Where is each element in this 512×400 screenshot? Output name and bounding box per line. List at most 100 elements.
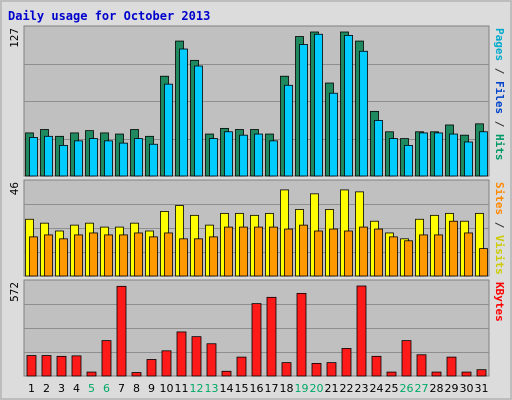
files-bar-15 [239, 134, 248, 177]
kbytes-bar-2 [41, 355, 52, 377]
sites-bar-14 [224, 226, 233, 277]
x-tick-label: 11 [175, 382, 189, 395]
sites-bar-4 [74, 234, 83, 277]
x-tick-label: 6 [103, 382, 110, 395]
x-tick-label: 12 [190, 382, 204, 395]
kbytes-bar-27 [416, 354, 427, 377]
kbytes-bar-3 [56, 355, 67, 377]
series-legend: KBytes [493, 282, 506, 322]
legend-entry: Hits [493, 134, 506, 161]
files-bar-7 [119, 142, 128, 177]
sites-bar-15 [239, 226, 248, 277]
chart-title: Daily usage for October 2013 [8, 9, 210, 23]
sites-bar-17 [269, 226, 278, 277]
sites-bar-8 [134, 232, 143, 277]
kbytes-bar-18 [281, 362, 292, 377]
x-tick-label: 17 [265, 382, 279, 395]
kbytes-bar-28 [431, 371, 442, 377]
sites-bar-18 [284, 228, 293, 277]
legend-entry: Visits [493, 235, 506, 275]
legend-entry: KBytes [493, 282, 506, 322]
sites-bar-11 [179, 238, 188, 277]
series-legend: Sites / Visits [493, 182, 506, 275]
x-tick-label: 31 [475, 382, 489, 395]
x-tick-label: 23 [355, 382, 369, 395]
panel-3: 572 KBytes [8, 279, 506, 377]
sites-bar-9 [149, 236, 158, 277]
kbytes-bar-16 [251, 303, 262, 377]
sites-bar-23 [359, 226, 368, 277]
sites-bar-6 [104, 234, 113, 277]
sites-bar-1 [29, 236, 38, 277]
x-tick-label: 25 [385, 382, 399, 395]
x-tick-label: 30 [460, 382, 474, 395]
x-tick-label: 16 [250, 382, 264, 395]
x-tick-label: 21 [325, 382, 339, 395]
files-bar-12 [194, 65, 203, 177]
files-bar-23 [359, 50, 368, 177]
kbytes-bar-22 [341, 348, 352, 377]
files-bar-28 [434, 132, 443, 177]
files-bar-8 [134, 138, 143, 177]
files-bar-3 [59, 144, 68, 177]
x-tick-label: 10 [160, 382, 174, 395]
sites-bar-19 [299, 224, 308, 277]
x-tick-label: 8 [133, 382, 140, 395]
files-bar-25 [389, 138, 398, 177]
x-tick-label: 14 [220, 382, 234, 395]
x-tick-label: 2 [43, 382, 50, 395]
files-bar-29 [449, 133, 458, 177]
files-bar-4 [74, 140, 83, 177]
files-bar-13 [209, 138, 218, 177]
sites-bar-10 [164, 232, 173, 277]
kbytes-bar-15 [236, 356, 247, 377]
x-tick-label: 3 [58, 382, 65, 395]
kbytes-bar-30 [461, 371, 472, 377]
x-tick-label: 4 [73, 382, 80, 395]
kbytes-bar-13 [206, 343, 217, 377]
kbytes-bar-11 [176, 331, 187, 377]
panel-2: 46 Sites / Visits [8, 179, 506, 277]
series-legend: Pages / Files / Hits [493, 28, 506, 161]
files-bar-22 [344, 35, 353, 177]
files-bar-30 [464, 141, 473, 177]
kbytes-bar-31 [476, 369, 487, 377]
x-tick-label: 5 [88, 382, 95, 395]
kbytes-bar-7 [116, 285, 127, 377]
panel-1: 127 Pages / Files / Hits [8, 25, 506, 177]
kbytes-bar-29 [446, 356, 457, 377]
kbytes-bar-5 [86, 371, 97, 377]
y-max-label: 46 [8, 182, 21, 195]
x-tick-label: 24 [370, 382, 384, 395]
sites-bar-24 [374, 228, 383, 277]
files-bar-27 [419, 132, 428, 177]
x-tick-label: 26 [400, 382, 414, 395]
sites-bar-2 [44, 234, 53, 277]
x-tick-label: 19 [295, 382, 309, 395]
files-bar-1 [29, 137, 38, 177]
x-tick-label: 7 [118, 382, 125, 395]
sites-bar-21 [329, 228, 338, 277]
files-bar-11 [179, 48, 188, 177]
legend-entry: Sites [493, 182, 506, 215]
x-tick-label: 27 [415, 382, 429, 395]
sites-bar-3 [59, 238, 68, 277]
sites-bar-13 [209, 236, 218, 277]
legend-entry: / [493, 61, 506, 81]
kbytes-bar-20 [311, 363, 322, 377]
kbytes-bar-17 [266, 296, 277, 377]
files-bar-14 [224, 131, 233, 177]
sites-bar-26 [404, 240, 413, 277]
x-tick-label: 9 [148, 382, 155, 395]
x-tick-label: 28 [430, 382, 444, 395]
sites-bar-22 [344, 230, 353, 277]
x-tick-label: 1 [28, 382, 35, 395]
kbytes-bar-12 [191, 336, 202, 377]
x-tick-label: 22 [340, 382, 354, 395]
kbytes-bar-1 [26, 355, 37, 377]
kbytes-bar-24 [371, 355, 382, 377]
kbytes-bar-4 [71, 355, 82, 377]
legend-entry: Pages [493, 28, 506, 61]
files-bar-17 [269, 140, 278, 177]
